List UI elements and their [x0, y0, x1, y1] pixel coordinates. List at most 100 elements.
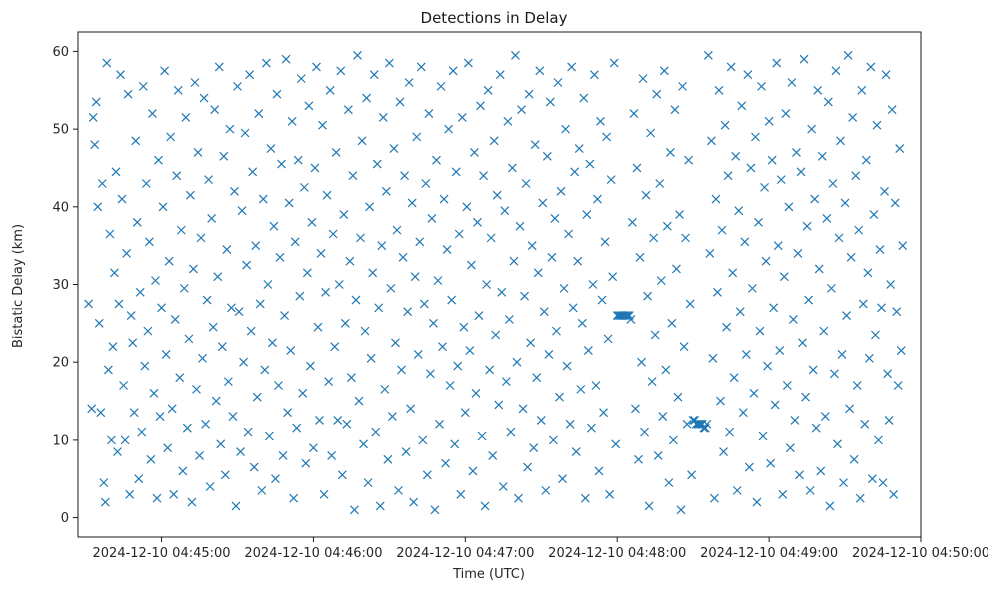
data-point-0-109 [251, 241, 261, 251]
data-point-0-224 [425, 369, 435, 379]
data-point-0-210 [404, 78, 414, 87]
data-point-0-1 [87, 404, 97, 414]
data-point-0-220 [419, 299, 429, 309]
data-point-0-475 [807, 124, 817, 134]
data-point-0-282 [514, 493, 523, 503]
data-point-0-482 [817, 151, 827, 161]
data-point-0-217 [415, 237, 425, 247]
data-point-0-277 [506, 427, 516, 437]
data-point-0-474 [805, 485, 815, 495]
data-point-0-344 [608, 272, 618, 282]
data-point-0-372 [650, 330, 660, 340]
data-point-0-502 [848, 113, 858, 122]
data-point-0-143 [302, 268, 312, 278]
data-point-0-522 [878, 478, 888, 488]
data-point-0-206 [398, 252, 408, 262]
data-point-0-199 [387, 412, 397, 422]
data-point-0-62 [179, 283, 189, 293]
y-tick-label-4: 40 [52, 200, 69, 215]
data-point-0-290 [526, 338, 536, 348]
data-point-0-58 [173, 85, 183, 95]
data-point-0-519 [874, 435, 883, 445]
data-point-0-53 [166, 132, 176, 142]
data-point-0-241 [451, 167, 461, 177]
data-point-0-65 [184, 334, 194, 344]
data-point-0-153 [318, 120, 327, 130]
data-point-0-373 [652, 89, 662, 99]
data-point-0-363 [637, 357, 646, 367]
data-point-0-61 [178, 466, 188, 476]
x-tick-label-5: 2024-12-10 04:50:00 [852, 546, 988, 561]
data-point-0-505 [852, 381, 862, 390]
data-point-0-22 [119, 381, 128, 390]
y-tick-label-3: 30 [52, 278, 69, 293]
data-point-0-46 [155, 412, 165, 422]
data-point-0-86 [216, 439, 226, 449]
data-point-0-359 [631, 404, 640, 414]
data-point-0-256 [474, 311, 484, 321]
data-point-0-269 [494, 400, 504, 410]
data-point-0-262 [483, 85, 493, 95]
data-point-0-68 [189, 264, 198, 274]
y-tick-label-1: 10 [52, 433, 69, 448]
data-point-0-448 [766, 458, 776, 468]
data-point-0-367 [643, 291, 653, 301]
data-point-0-303 [545, 97, 555, 107]
x-axis-ticks: 2024-12-10 04:45:00 2024-12-10 04:46:00 20… [93, 537, 988, 561]
data-point-0-222 [422, 470, 432, 480]
data-point-0-523 [880, 186, 889, 196]
data-point-0-52 [164, 256, 174, 266]
data-point-0-377 [658, 412, 668, 422]
data-point-0-500 [845, 404, 855, 414]
data-point-0-462 [787, 78, 797, 87]
data-point-0-121 [269, 221, 279, 231]
data-point-0-246 [459, 322, 469, 332]
data-point-0-311 [558, 474, 567, 484]
data-point-0-437 [749, 388, 759, 398]
data-point-0-473 [804, 295, 814, 305]
data-point-0-369 [646, 128, 656, 138]
data-point-0-159 [327, 450, 337, 460]
data-point-0-93 [226, 303, 236, 313]
data-point-0-196 [383, 454, 393, 464]
data-point-0-492 [833, 439, 842, 449]
data-point-0-141 [299, 182, 309, 192]
data-point-0-191 [375, 501, 385, 511]
data-point-0-32 [134, 474, 144, 484]
data-point-0-128 [280, 311, 289, 321]
data-point-0-119 [266, 144, 276, 153]
data-point-0-530 [890, 198, 900, 208]
data-point-0-511 [861, 155, 871, 165]
data-point-0-223 [424, 109, 434, 119]
data-point-0-446 [763, 361, 773, 371]
data-point-0-497 [840, 198, 850, 208]
data-point-0-51 [163, 443, 173, 453]
data-point-0-98 [234, 307, 244, 317]
data-point-0-524 [881, 70, 891, 80]
data-point-0-36 [140, 361, 150, 371]
data-point-0-491 [831, 66, 841, 76]
data-point-0-362 [635, 252, 645, 262]
data-point-0-197 [384, 58, 394, 68]
data-point-0-33 [135, 287, 145, 297]
data-point-0-423 [728, 268, 738, 278]
data-point-0-283 [515, 221, 525, 231]
data-point-0-15 [108, 342, 118, 352]
data-point-0-148 [310, 163, 320, 173]
data-point-0-245 [457, 113, 467, 122]
y-axis-label: Bistatic Delay (km) [11, 224, 26, 348]
data-point-0-91 [223, 377, 233, 387]
data-point-0-419 [722, 322, 732, 332]
data-point-0-267 [491, 330, 501, 340]
data-point-0-202 [392, 225, 402, 235]
data-point-0-214 [410, 272, 420, 282]
data-point-0-318 [568, 303, 578, 313]
data-point-0-132 [286, 346, 296, 355]
data-point-0-531 [892, 307, 902, 317]
data-point-0-167 [339, 210, 349, 220]
data-point-0-0 [84, 299, 94, 309]
data-point-0-213 [409, 497, 419, 507]
data-point-0-194 [380, 384, 390, 394]
data-point-0-116 [261, 58, 271, 68]
data-point-0-87 [217, 342, 227, 352]
